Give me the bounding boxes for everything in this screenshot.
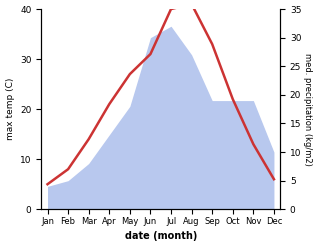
Y-axis label: med. precipitation (kg/m2): med. precipitation (kg/m2) (303, 53, 313, 165)
X-axis label: date (month): date (month) (125, 231, 197, 242)
Y-axis label: max temp (C): max temp (C) (5, 78, 15, 140)
